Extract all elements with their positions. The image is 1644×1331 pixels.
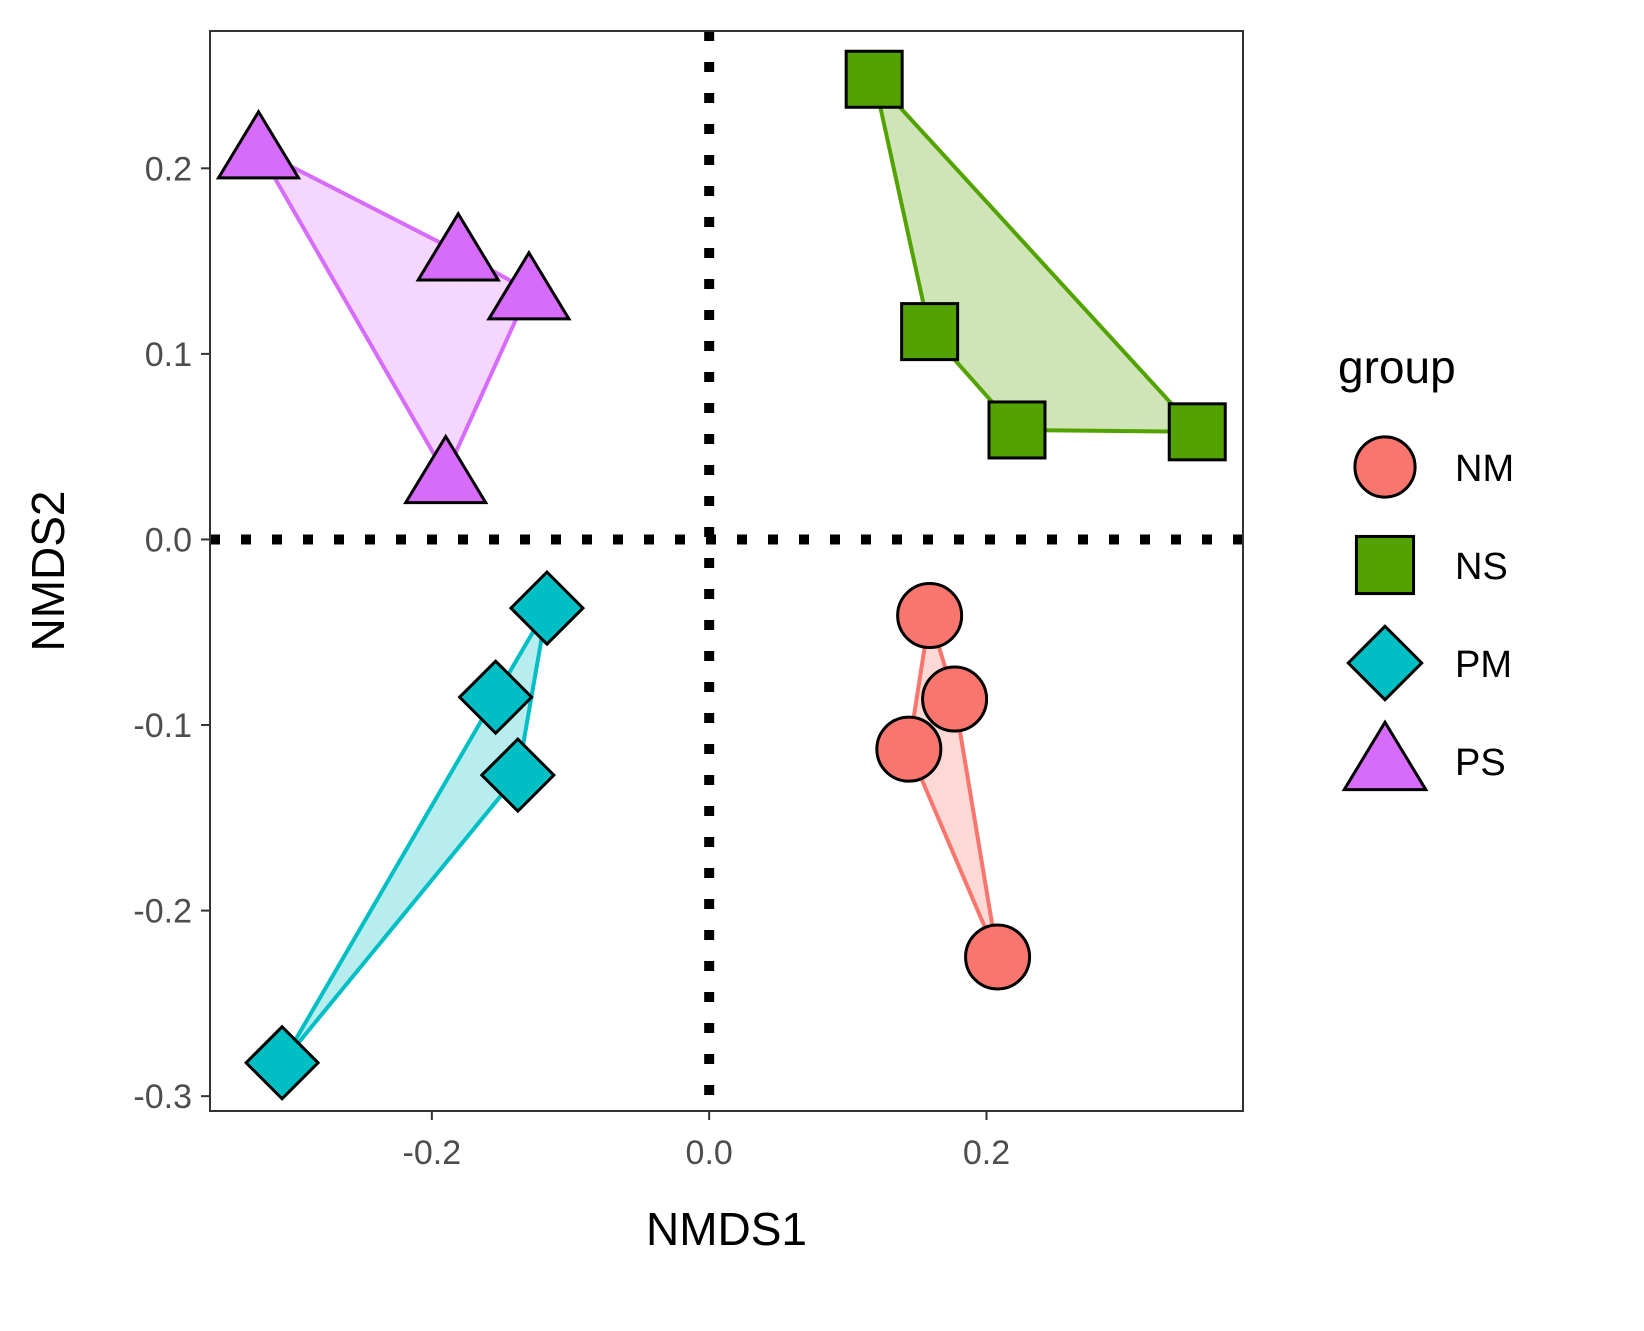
legend-label-ns: NS [1455,546,1508,588]
x-tick-label: 0.0 [686,1134,733,1172]
legend-title: group [1338,341,1456,393]
legend-key-pm [1346,624,1424,702]
x-tick-label: -0.2 [403,1134,462,1172]
x-axis-title: NMDS1 [646,1203,807,1255]
legend-label-nm: NM [1455,448,1514,490]
legend-key-ps [1341,719,1429,792]
y-axis-title: NMDS2 [22,490,74,651]
point-ps-2 [415,210,501,282]
point-ns-2 [900,302,960,362]
legend-label-ps: PS [1455,742,1506,784]
point-ns-3 [987,400,1047,460]
points-layer [215,49,1227,1101]
point-ns-4 [1167,402,1227,462]
point-nm-3 [875,715,943,783]
y-tick-label: -0.3 [133,1078,192,1116]
point-pm-4 [243,1024,321,1101]
legend-key-ns [1354,534,1416,596]
point-nm-4 [964,923,1032,991]
y-tick-label: 0.0 [145,521,192,559]
axis-ticks: -0.2 0.0 0.2 -0.3 -0.2 -0.1 0.0 0.1 0.2 [133,150,1010,1172]
y-tick-label: 0.1 [145,336,192,374]
reference-lines [210,31,1243,1111]
legend: group NM NS PM PS [1338,341,1514,792]
y-tick-label: -0.2 [133,893,192,931]
point-nm-2 [921,665,989,733]
point-ps-1 [215,108,302,180]
panel-border [209,30,1244,1112]
legend-key-nm [1353,435,1417,499]
point-nm-1 [896,582,964,650]
x-tick-label: 0.2 [963,1134,1010,1172]
point-pm-2 [457,659,534,736]
y-tick-label: -0.1 [133,707,192,745]
y-tick-label: 0.2 [145,150,192,188]
point-ps-3 [486,249,572,321]
legend-label-pm: PM [1455,644,1512,686]
hull-pm [280,606,549,1065]
point-pm-1 [508,569,586,647]
point-pm-3 [479,737,556,814]
point-ps-4 [403,433,489,505]
point-ns-1 [844,49,904,109]
